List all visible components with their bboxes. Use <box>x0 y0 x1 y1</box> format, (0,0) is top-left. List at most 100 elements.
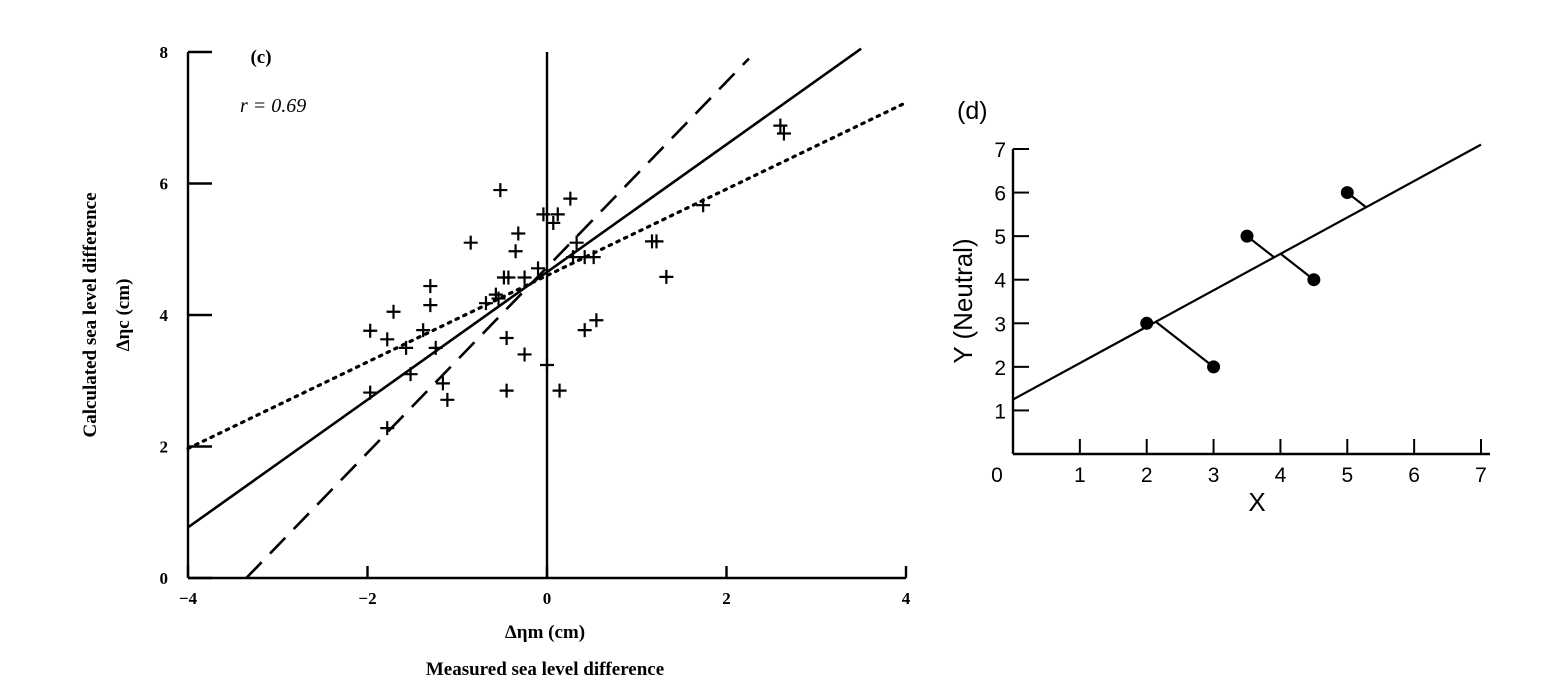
panel-c-plus-marker <box>517 270 532 285</box>
panel-c-regression-lines <box>186 47 908 579</box>
panel-d-y-tick-label: 7 <box>994 139 1006 162</box>
panel-c-annotation: r = 0.69 <box>240 95 306 117</box>
panel-c-y-tick-label: 2 <box>160 438 169 457</box>
panel-c-plus-marker <box>493 183 508 198</box>
panel-d-points <box>1140 186 1354 374</box>
panel-c-plus-marker <box>386 304 401 319</box>
panel-c-x-tick-label: 0 <box>543 589 552 608</box>
panel-c-y-tick-label: 0 <box>160 569 169 588</box>
panel-d-x-tick-label: 3 <box>1208 464 1220 487</box>
panel-c-plus-marker <box>463 235 478 250</box>
panel-d-y-tick-label: 1 <box>994 400 1006 423</box>
panel-c-plus-marker <box>696 198 711 213</box>
panel-c-plus-marker <box>499 383 514 398</box>
panel-c-plus-marker <box>423 279 438 294</box>
panel-c-plus-marker <box>517 347 532 362</box>
panel-c-plus-marker <box>499 331 514 346</box>
panel-c-plus-marker <box>531 261 546 276</box>
panel-d-x-tick-label: 0 <box>991 464 1003 487</box>
panel-c-y-label-line2: Δηc (cm) <box>113 279 134 352</box>
panel-d-regression-line <box>1012 143 1482 401</box>
panel-c-plus-marker <box>440 392 455 407</box>
panel-c-plus-marker <box>540 357 554 372</box>
panel-d-residual-segment <box>1155 320 1215 368</box>
panel-c-plus-marker <box>546 215 561 230</box>
panel-c-plus-marker <box>428 340 443 355</box>
panel-d-x-tick-label: 6 <box>1408 464 1420 487</box>
panel-c-plus-marker <box>569 235 584 250</box>
panel-c-plus-marker <box>586 250 601 265</box>
panel-d-y-label: Y (Neutral) <box>948 238 978 363</box>
panel-d-residuals <box>1146 191 1367 368</box>
panel-d-x-tick-labels: 0 1 2 3 4 5 6 7 <box>991 464 1487 487</box>
panel-c-x-label-line2: Measured sea level difference <box>426 659 664 680</box>
panel-d-residual-segment <box>1279 252 1315 281</box>
panel-c-plus-marker <box>649 234 664 249</box>
panel-c-x-tick-label: 4 <box>902 589 911 608</box>
panel-c-plus-marker <box>380 332 395 347</box>
panel-c-plus-marker <box>501 270 516 285</box>
panel-c-x-label-line1: Δηm (cm) <box>505 622 585 643</box>
panel-d-y-tick-label: 6 <box>994 183 1006 206</box>
panel-d-x-ticks <box>1078 439 1482 454</box>
panel-c-plus-marker <box>491 291 506 306</box>
panel-c-plus-marker <box>563 191 578 206</box>
panel-c-y-tick-label: 6 <box>160 175 169 194</box>
panel-c-plus-marker <box>508 244 523 259</box>
panel-c-dashed-line <box>245 57 750 579</box>
panel-c-plus-marker <box>363 323 378 338</box>
panel-d-point <box>1240 229 1254 243</box>
panel-d-point <box>1340 186 1354 200</box>
panel-c-y-label-line1: Calculated sea level difference <box>80 193 101 438</box>
panel-c-x-tick-label: 2 <box>722 589 731 608</box>
panel-c-y-tick-label: 8 <box>160 43 169 62</box>
panel-d-y-tick-label: 2 <box>994 357 1006 380</box>
panel-c-plus-marker <box>478 296 493 311</box>
panel-c-plus-marker <box>435 376 450 391</box>
panel-d-x-tick-label: 2 <box>1141 464 1153 487</box>
panel-c-x-tick-label: −4 <box>179 589 198 608</box>
panel-d-point <box>1307 273 1321 287</box>
panel-c-plus-marker <box>423 298 438 313</box>
panel-c-x-tick-labels: −4 −2 0 2 4 <box>179 589 911 608</box>
panel-c-y-ticks <box>188 50 212 580</box>
panel-d-point <box>1207 360 1221 374</box>
panel-d-fit-line <box>1012 143 1482 401</box>
panel-c-plus-marker <box>416 323 431 338</box>
panel-d-y-tick-labels: 1 2 3 4 5 6 7 <box>994 139 1006 423</box>
panel-d-x-label: X <box>1248 487 1265 517</box>
panel-c-plus-marker <box>659 269 674 284</box>
panel-c-plus-marker <box>536 207 551 222</box>
panel-c-plus-marker <box>589 313 604 328</box>
panel-d-y-ticks <box>1013 148 1029 412</box>
panel-d-x-tick-label: 1 <box>1074 464 1086 487</box>
panel-d: 0 1 2 3 4 5 6 7 1 2 3 4 5 6 7 (d) Y (Neutral) X <box>948 97 1490 517</box>
panel-d-x-tick-label: 7 <box>1475 464 1487 487</box>
panel-c-plus-marker <box>403 367 418 382</box>
panel-c-plus-marker <box>776 126 791 141</box>
panel-d-point <box>1140 316 1154 330</box>
panel-c-plus-marker <box>566 250 581 265</box>
panel-d-x-tick-label: 5 <box>1341 464 1353 487</box>
panel-c-plus-marker <box>773 118 788 133</box>
panel-d-label: (d) <box>957 97 988 125</box>
panel-c-points <box>363 118 791 436</box>
panel-c-x-tick-label: −2 <box>358 589 376 608</box>
panel-d-y-tick-label: 4 <box>994 270 1006 293</box>
panel-c-plus-marker <box>577 323 592 338</box>
panel-c-plus-marker <box>363 385 378 400</box>
panel-c-plus-marker <box>380 421 395 436</box>
panel-c: −4 −2 0 2 4 0 2 4 6 8 (c) r = 0.69 Calculated se… <box>80 43 911 680</box>
panel-d-y-tick-label: 3 <box>994 313 1006 336</box>
panel-c-plus-marker <box>550 207 565 222</box>
panel-c-y-tick-labels: 0 2 4 6 8 <box>160 43 169 588</box>
panel-c-plus-marker <box>511 226 526 241</box>
panel-c-label: (c) <box>250 47 271 68</box>
panel-c-plus-marker <box>552 383 567 398</box>
panel-c-solid-line <box>187 47 862 529</box>
panel-c-dotted-line <box>186 101 908 451</box>
panel-d-y-tick-label: 5 <box>994 226 1006 249</box>
panel-d-x-tick-label: 4 <box>1275 464 1287 487</box>
panel-c-y-tick-label: 4 <box>160 306 169 325</box>
